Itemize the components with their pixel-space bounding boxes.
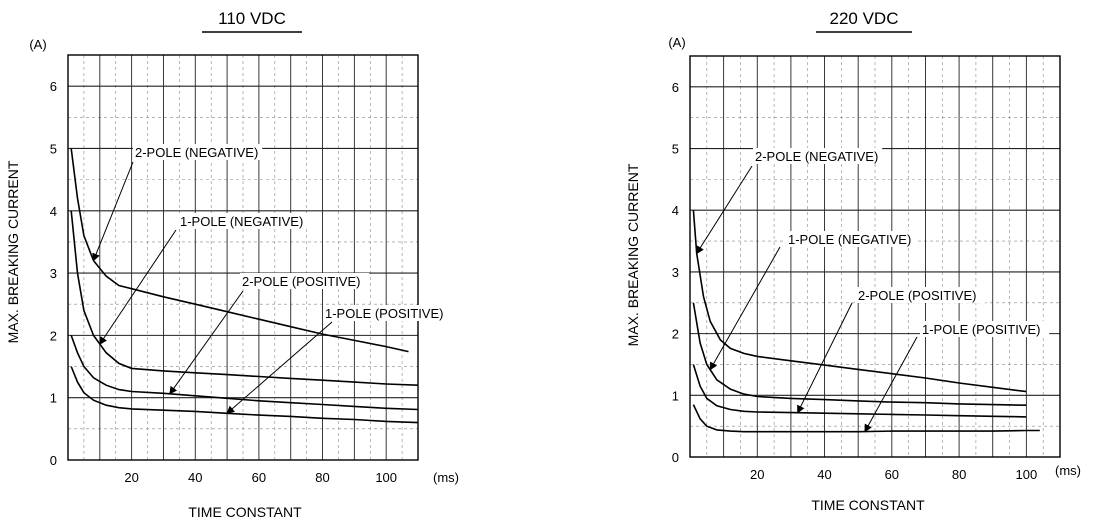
y-tick-label: 5 [50,141,57,156]
x-tick-label: 80 [952,467,966,482]
annotation-arrow [797,302,853,414]
chart-title: 110 VDC [218,9,286,28]
x-tick-label: 100 [1016,467,1038,482]
annotation-label-bg [240,273,370,289]
annotation-label-bg [786,231,916,247]
x-axis-label: TIME CONSTANT [811,497,925,513]
annotation-label-bg [323,305,453,321]
series-line-1 [692,210,1027,393]
annotation-label: 1-POLE (POSITIVE) [922,322,1040,337]
x-tick-label: 100 [375,470,397,485]
series-line-1 [70,148,409,353]
y-tick-label: 0 [50,453,57,468]
chart-220vdc: 220 VDC (A) (ms) MAX. BREAKING CURRENT T… [625,9,1081,513]
x-tick-label: 20 [124,470,138,485]
annotation-arrow [864,336,918,433]
annotation-label: 1-POLE (NEGATIVE) [180,214,303,229]
y-tick-label: 2 [50,328,57,343]
x-axis-label: TIME CONSTANT [188,504,302,518]
x-unit: (ms) [433,470,459,485]
tick-labels: 0 1 2 3 4 5 6 20 40 60 80 100 [672,80,1037,482]
y-tick-label: 1 [672,388,679,403]
annotation-label-bg [753,148,883,164]
y-tick-label: 3 [672,265,679,280]
y-unit: (A) [668,35,685,50]
annotation-arrow [169,290,244,395]
y-tick-label: 5 [672,142,679,157]
grid [689,55,1061,458]
y-axis-label: MAX. BREAKING CURRENT [5,160,21,343]
x-unit: (ms) [1055,463,1081,478]
plot-frame [689,55,1061,458]
chart-110vdc: 110 VDC (A) (ms) MAX. BREAKING CURRENT T… [5,9,459,518]
tick-labels: 0 1 2 3 4 5 6 20 40 60 80 100 [50,79,397,485]
y-tick-label: 2 [672,327,679,342]
x-tick-label: 20 [750,467,764,482]
annotation-label: 2-POLE (POSITIVE) [242,274,360,289]
x-tick-label: 80 [315,470,329,485]
y-tick-label: 4 [50,204,57,219]
x-tick-label: 60 [252,470,266,485]
annotation-label: 1-POLE (NEGATIVE) [788,232,911,247]
annotation-label: 2-POLE (NEGATIVE) [135,145,258,160]
x-tick-label: 40 [188,470,202,485]
annotation-label-bg [856,287,986,303]
series-lines [70,148,419,424]
x-tick-label: 60 [885,467,899,482]
plot-frame [67,54,419,461]
annotation-arrow [709,246,781,371]
x-tick-label: 40 [817,467,831,482]
y-tick-label: 1 [50,391,57,406]
annotation-label-bg [133,144,263,160]
annotations: 2-POLE (NEGATIVE) 1-POLE (NEGATIVE) 2-POLE… [92,144,453,414]
annotation-arrow [226,321,333,414]
annotation-label-bg [178,213,308,229]
y-unit: (A) [29,37,46,52]
chart-title: 220 VDC [830,9,899,28]
annotation-label: 2-POLE (POSITIVE) [858,288,976,303]
y-tick-label: 6 [672,80,679,95]
annotation-label-bg [920,321,1050,337]
series-line-4 [692,404,1040,433]
y-tick-label: 6 [50,79,57,94]
annotation-arrow [92,161,134,262]
annotation-label: 1-POLE (POSITIVE) [325,306,443,321]
y-axis-label: MAX. BREAKING CURRENT [625,163,641,346]
annotation-arrow [696,165,753,255]
series-line-3 [692,364,1027,418]
series-line-3 [70,335,419,411]
series-line-4 [70,366,419,424]
annotations: 2-POLE (NEGATIVE) 1-POLE (NEGATIVE) 2-POLE… [696,148,1050,433]
y-tick-label: 3 [50,266,57,281]
annotation-arrow [99,229,177,345]
y-tick-label: 4 [672,203,679,218]
series-line-2 [70,210,419,386]
annotation-label: 2-POLE (NEGATIVE) [755,149,878,164]
y-tick-label: 0 [672,450,679,465]
